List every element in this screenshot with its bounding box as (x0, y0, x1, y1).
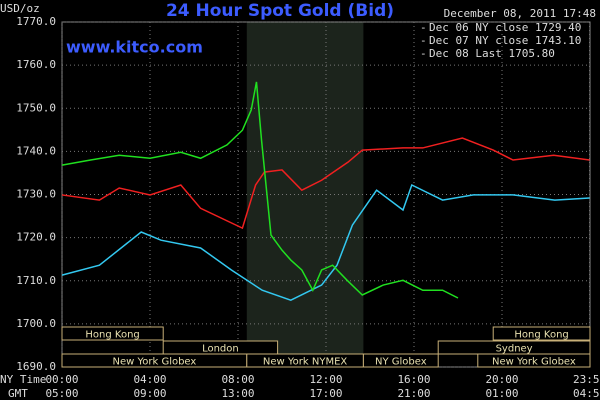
x-tick-label: 23:59 (573, 373, 600, 386)
watermark: www.kitco.com (66, 38, 203, 57)
session-label: London (202, 344, 239, 355)
session-box (362, 353, 439, 368)
x-tick-label-gmt: 04:59 (573, 387, 600, 400)
session-label: New York Globex (492, 357, 576, 368)
timestamp: December 08, 2011 17:48 (444, 7, 596, 20)
legend-entry: Dec 06 NY close 1729.40 (429, 21, 581, 34)
x-tick-label-gmt: 13:00 (221, 387, 254, 400)
x-row-label: GMT (8, 387, 28, 400)
legend-entry: Dec 08 Last 1705.80 (429, 47, 555, 60)
legend-marker: - (420, 47, 427, 60)
y-tick-label: 1690.0 (16, 360, 56, 373)
chart-title: 24 Hour Spot Gold (Bid) (166, 1, 394, 21)
y-tick-label: 1700.0 (16, 317, 56, 330)
x-tick-label: 08:00 (221, 373, 254, 386)
x-tick-label-gmt: 05:00 (45, 387, 78, 400)
session-box (477, 353, 591, 368)
y-tick-label: 1710.0 (16, 274, 56, 287)
y-tick-label: 1750.0 (16, 101, 56, 114)
session-label: New York Globex (112, 357, 196, 368)
x-tick-label-gmt: 21:00 (397, 387, 430, 400)
y-tick-label: 1770.0 (16, 15, 56, 28)
x-tick-label-gmt: 17:00 (309, 387, 342, 400)
y-axis-label: USD/oz (0, 2, 40, 15)
x-tick-label: 20:00 (485, 373, 518, 386)
legend-marker: - (420, 21, 427, 34)
x-tick-label: 16:00 (397, 373, 430, 386)
session-label: Hong Kong (514, 330, 568, 341)
x-tick-label-gmt: 09:00 (133, 387, 166, 400)
session-label: Sydney (496, 344, 533, 355)
session-label: Hong Kong (85, 330, 139, 341)
x-tick-label: 00:00 (45, 373, 78, 386)
y-tick-label: 1740.0 (16, 144, 56, 157)
session-label: NY Globex (375, 357, 427, 368)
series-line (61, 137, 590, 230)
y-tick-label: 1730.0 (16, 188, 56, 201)
session-label: New York NYMEX (263, 357, 348, 368)
x-tick-label: 04:00 (133, 373, 166, 386)
y-tick-label: 1720.0 (16, 231, 56, 244)
y-tick-label: 1760.0 (16, 58, 56, 71)
session-box (492, 326, 591, 341)
legend-marker: - (420, 34, 427, 47)
series-line (61, 81, 459, 299)
legend-entry: Dec 07 NY close 1743.10 (429, 34, 581, 47)
x-row-label: NY Time (0, 373, 46, 386)
x-tick-label: 12:00 (309, 373, 342, 386)
session-box (61, 326, 164, 341)
x-tick-label-gmt: 01:00 (485, 387, 518, 400)
series-line (61, 183, 590, 301)
shaded-span (246, 22, 364, 367)
